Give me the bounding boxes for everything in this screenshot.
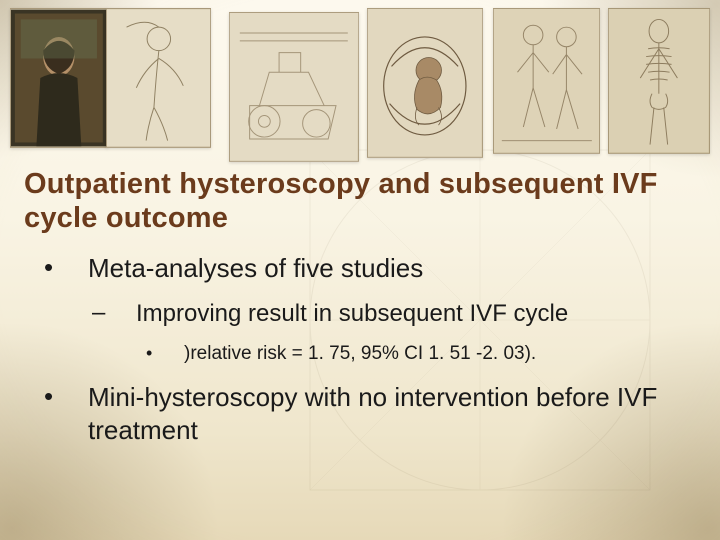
bullet-level1: Meta-analyses of five studies Improving … <box>38 252 690 367</box>
header-image-strip <box>10 8 710 158</box>
thumbnail-anatomy-sketch <box>493 8 601 154</box>
slide-body: Meta-analyses of five studies Improving … <box>38 252 690 455</box>
thumbnail-skeleton-sketch <box>608 8 710 154</box>
thumbnail-fetus-in-womb <box>367 8 483 158</box>
bullet-text: )relative risk = 1. 75, 95% CI 1. 51 -2.… <box>184 343 536 364</box>
slide-title: Outpatient hysteroscopy and subsequent I… <box>24 168 690 235</box>
bullet-level2: Improving result in subsequent IVF cycle… <box>88 299 690 366</box>
bullet-text: Meta-analyses of five studies <box>88 253 423 283</box>
bullet-text: Mini-hysteroscopy with no intervention b… <box>88 382 657 445</box>
bullet-level1: Mini-hysteroscopy with no intervention b… <box>38 381 690 448</box>
thumbnail-machinery-sketch <box>229 12 359 162</box>
thumbnail-figure-sketch <box>106 8 212 148</box>
bullet-level3: )relative risk = 1. 75, 95% CI 1. 51 -2.… <box>136 342 690 367</box>
thumbnail-mona-lisa <box>10 8 108 148</box>
bullet-text: Improving result in subsequent IVF cycle <box>136 300 568 327</box>
